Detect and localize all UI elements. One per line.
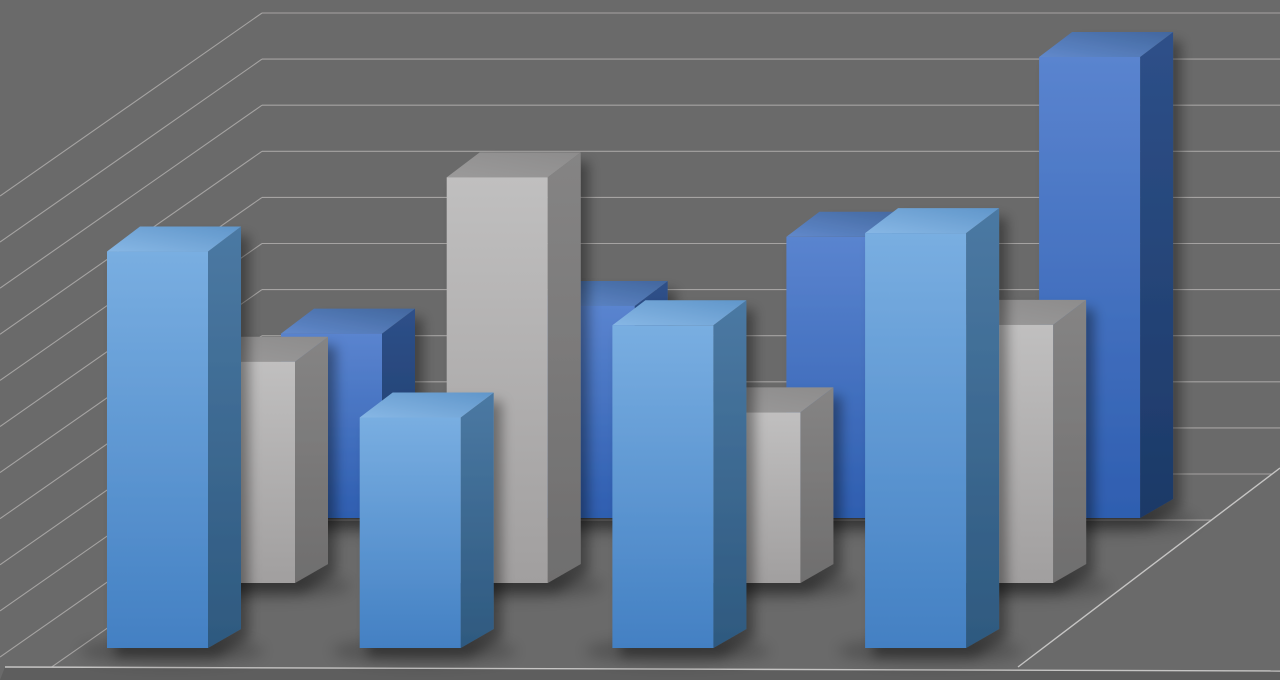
bar-side-face (460, 392, 494, 648)
bar-front-row-light-blue-group-3 (612, 300, 747, 648)
floor-front-edge (4, 666, 1280, 672)
bar-front-face (107, 251, 208, 649)
bar-top-face (359, 392, 494, 418)
bar-top-face (1039, 32, 1174, 57)
bar-side-face (1140, 32, 1174, 518)
bar-top-face (865, 208, 1000, 234)
floor-right-edge (1017, 467, 1280, 668)
bar-side-face (295, 336, 328, 583)
bar-top-face (446, 152, 581, 178)
bar-side-face (713, 300, 747, 648)
bar-side-face (966, 208, 1000, 648)
bar-side-face (547, 152, 581, 583)
bar-side-face (800, 387, 834, 583)
bar-front-face (865, 233, 967, 648)
bar-top-face (281, 308, 415, 334)
bars (79, 32, 1196, 664)
bar-front-row-light-blue-group-2 (359, 392, 494, 648)
bar-front-row-light-blue-group-1 (107, 226, 241, 649)
bar-front-row-light-blue-group-4 (865, 208, 1000, 648)
bar-middle-row-gray-group-2 (446, 152, 581, 583)
bar-front-face (612, 325, 714, 648)
bar-top-face (107, 226, 241, 252)
bar-front-face (359, 417, 461, 648)
bar-side-face (1053, 299, 1087, 583)
bar-side-face (208, 226, 241, 649)
bar-top-face (612, 300, 747, 326)
